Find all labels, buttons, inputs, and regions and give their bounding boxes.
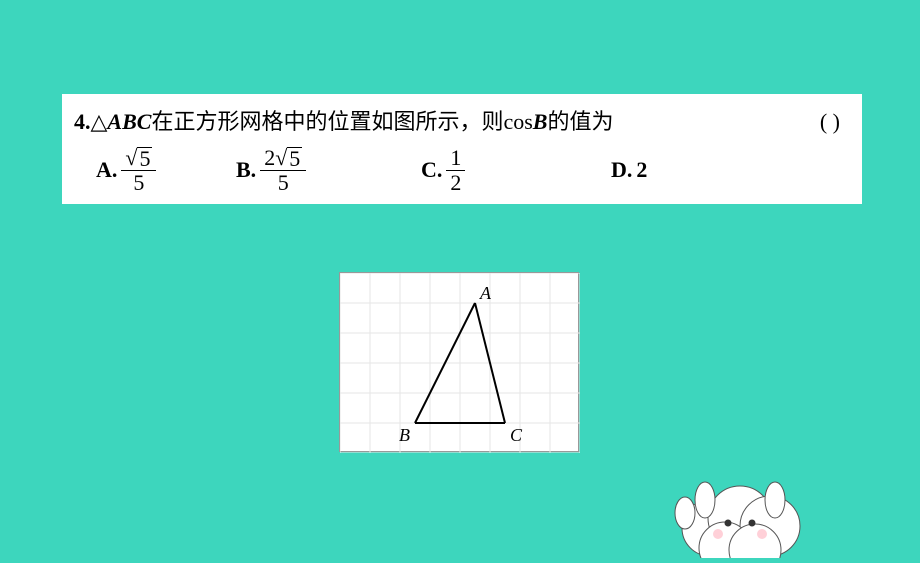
question-card: 4. △ ABC 在正方形网格中的位置如图所示，则 cos B 的值为 ( ) … (62, 94, 862, 204)
option-a-fraction: √ 5 5 (121, 146, 156, 194)
sheep-character-icon (650, 438, 830, 558)
option-a-den: 5 (121, 170, 156, 194)
triangle-symbol: △ (91, 109, 108, 135)
option-c-label: C. (421, 157, 442, 183)
option-c-den: 2 (446, 170, 465, 194)
character-decoration (650, 438, 830, 558)
option-d-label: D. (611, 157, 632, 183)
cos-text: cos (503, 109, 532, 135)
stem-text-1: 在正方形网格中的位置如图所示，则 (151, 104, 503, 136)
question-stem: 4. △ ABC 在正方形网格中的位置如图所示，则 cos B 的值为 ( ) (74, 104, 850, 136)
answer-blank-paren: ( ) (820, 109, 850, 135)
options-row: A. √ 5 5 B. 2 √ 5 (74, 146, 850, 194)
option-c-fraction: 1 2 (446, 146, 465, 194)
option-b-coef: 2 (264, 147, 275, 169)
option-b-den: 5 (260, 170, 306, 194)
option-c[interactable]: C. 1 2 (421, 146, 611, 194)
option-d[interactable]: D. 2 (611, 157, 647, 183)
option-a[interactable]: A. √ 5 5 (96, 146, 236, 194)
option-b-label: B. (236, 157, 256, 183)
triangle-grid-figure: A B C (340, 273, 580, 453)
sqrt-icon: √ (125, 147, 137, 169)
option-b[interactable]: B. 2 √ 5 5 (236, 146, 421, 194)
option-c-num: 1 (446, 146, 465, 170)
option-a-sqrt-arg: 5 (137, 147, 152, 170)
option-b-sqrt-arg: 5 (287, 147, 302, 170)
svg-text:B: B (399, 425, 410, 445)
svg-text:C: C (510, 425, 523, 445)
sqrt-icon: √ (275, 147, 287, 169)
stem-text-2: 的值为 (547, 104, 613, 136)
option-a-label: A. (96, 157, 117, 183)
triangle-abc: ABC (107, 109, 151, 135)
cos-b: B (533, 109, 548, 135)
svg-text:A: A (479, 283, 492, 303)
option-b-fraction: 2 √ 5 5 (260, 146, 306, 194)
option-d-value: 2 (636, 157, 647, 183)
question-number: 4. (74, 109, 91, 135)
figure-box: A B C (339, 272, 579, 452)
